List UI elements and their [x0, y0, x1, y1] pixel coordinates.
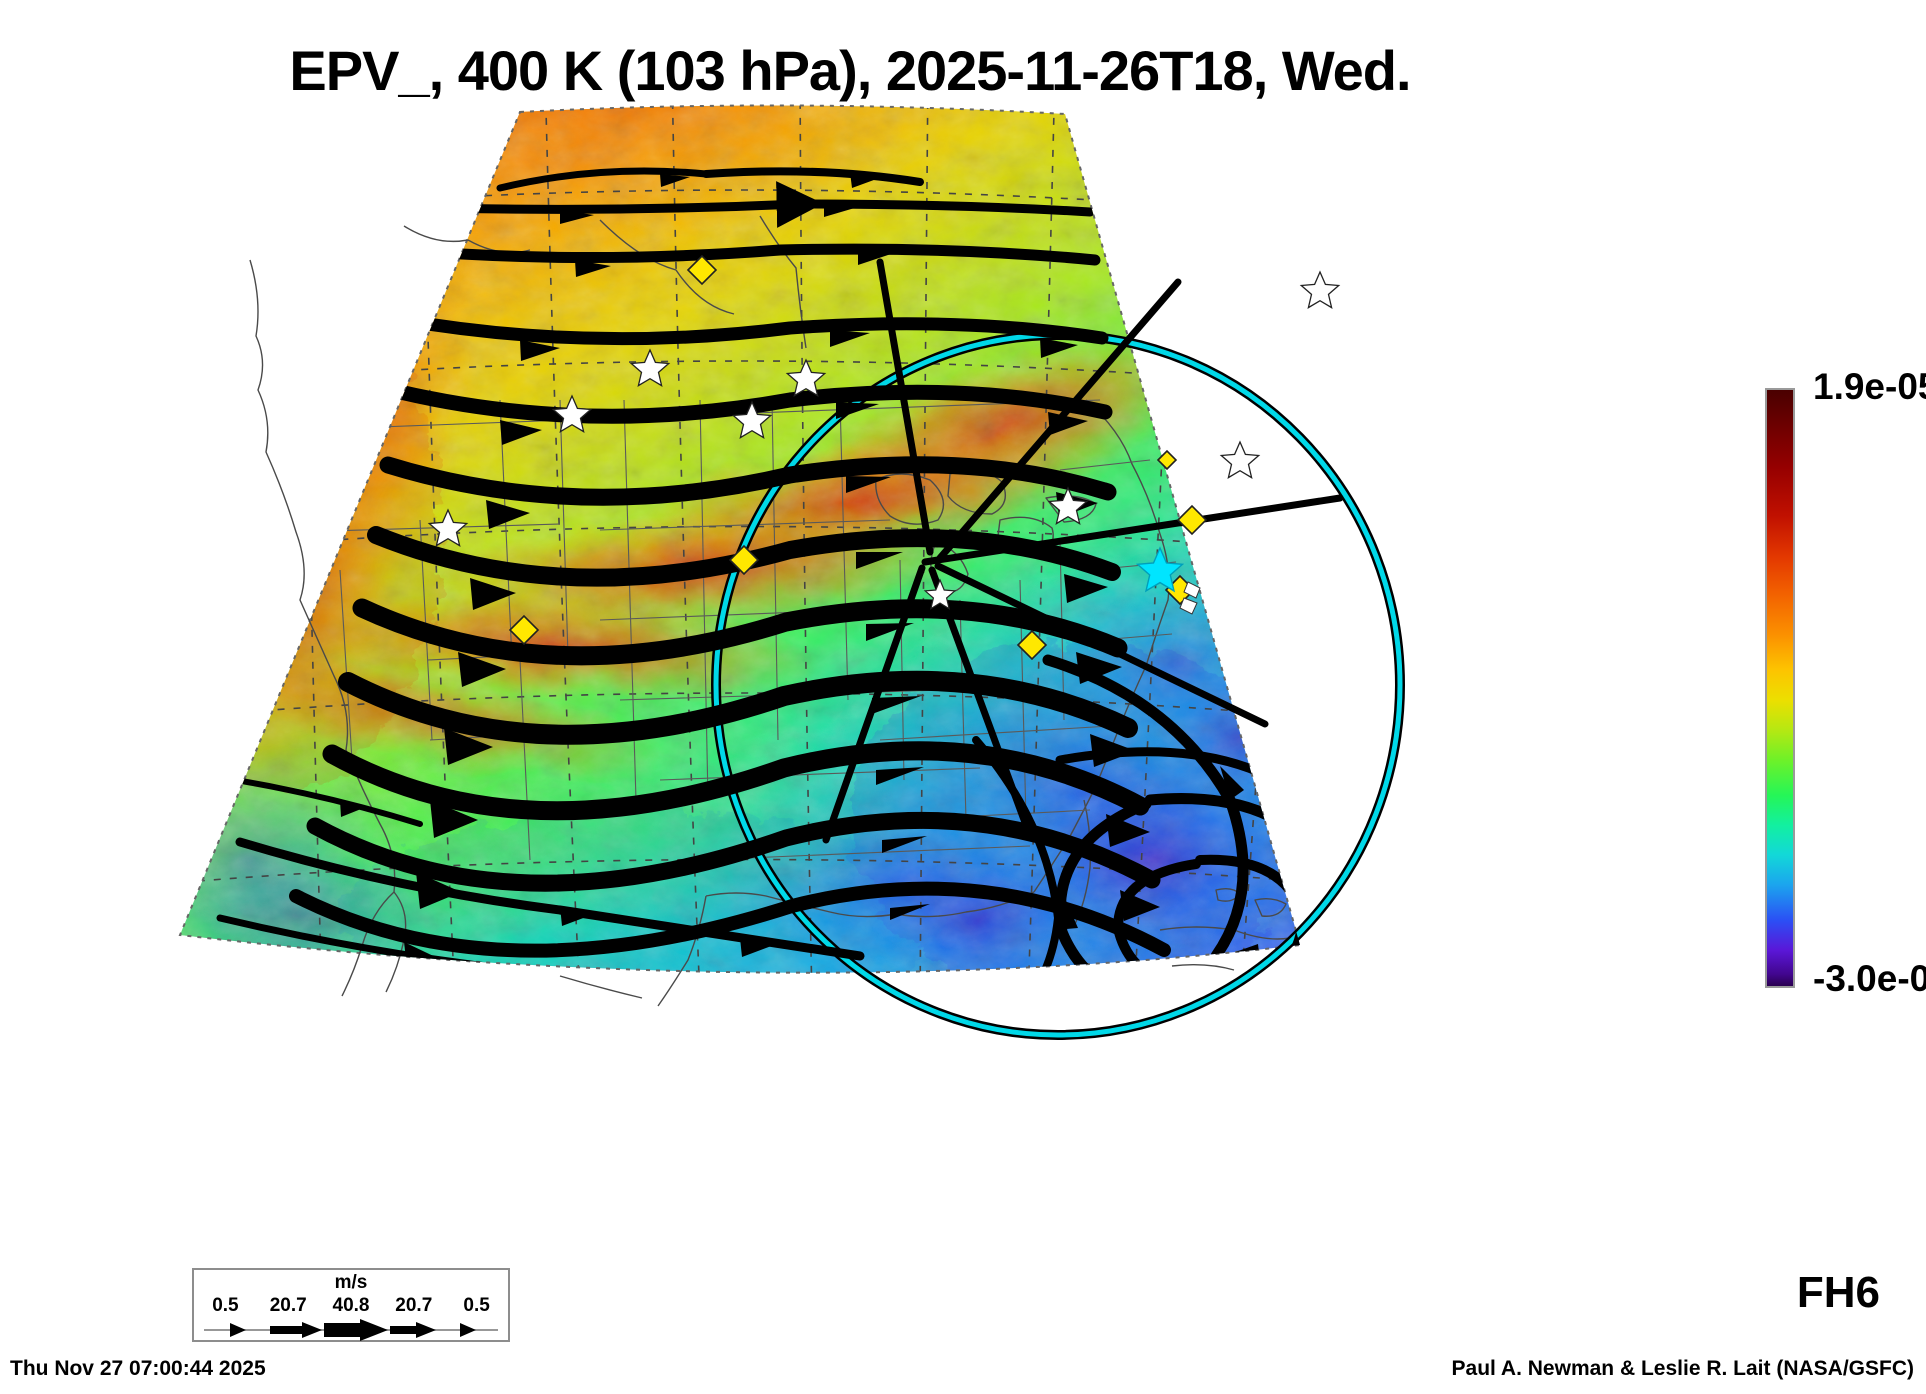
wind-legend-arrow-scale — [204, 1319, 498, 1341]
page-title: EPV_, 400 K (103 hPa), 2025-11-26T18, We… — [289, 39, 1411, 102]
forecast-hour-label: FH6 — [1796, 1268, 1880, 1317]
station-star[interactable] — [1299, 270, 1341, 309]
render-timestamp: Thu Nov 27 07:00:44 2025 — [10, 1357, 266, 1380]
wind-streamlines — [203, 167, 1300, 973]
site-diamond[interactable] — [686, 254, 718, 286]
station-star[interactable] — [923, 578, 957, 610]
flight-site-markers[interactable] — [508, 254, 1208, 661]
author-credit: Paul A. Newman & Leslie R. Lait (NASA/GS… — [1451, 1357, 1914, 1380]
map-domain-border — [178, 104, 1302, 974]
site-diamond[interactable] — [1016, 629, 1048, 661]
wind-tick-4: 0.5 — [463, 1295, 490, 1316]
map-panel[interactable] — [0, 100, 1700, 1220]
colorbar-max-label: 1.9e-05 — [1813, 366, 1926, 407]
station-star[interactable] — [427, 508, 469, 547]
colorbar[interactable]: 1.9e-05 -3.0e-06 — [1755, 366, 1926, 1000]
wind-speed-legend: m/s 0.5 20.7 40.8 20.7 0.5 — [192, 1268, 510, 1342]
ground-station-markers[interactable] — [427, 270, 1341, 610]
wind-tick-2: 40.8 — [332, 1295, 370, 1316]
station-star[interactable] — [785, 358, 827, 397]
wind-legend-units: m/s — [334, 1272, 368, 1293]
station-star[interactable] — [1219, 440, 1261, 479]
station-star[interactable] — [731, 400, 773, 439]
base-station-marker[interactable] — [1135, 546, 1185, 593]
station-star[interactable] — [629, 348, 671, 387]
wind-tick-1: 20.7 — [269, 1295, 307, 1316]
colorbar-min-label: -3.0e-06 — [1813, 958, 1926, 999]
site-diamond[interactable] — [728, 544, 760, 576]
station-star[interactable] — [551, 394, 593, 433]
colorbar-gradient[interactable] — [1765, 388, 1795, 988]
base-star-icon[interactable] — [1135, 546, 1185, 593]
site-diamond[interactable] — [508, 614, 540, 646]
wind-legend-ticks: 0.5 20.7 40.8 20.7 0.5 — [194, 1295, 508, 1317]
wind-tick-0: 0.5 — [212, 1295, 239, 1316]
wind-tick-3: 20.7 — [395, 1295, 433, 1316]
map-canvas[interactable] — [0, 100, 1700, 1220]
aircraft-markers[interactable] — [1179, 581, 1201, 615]
site-diamond-small[interactable] — [1156, 449, 1178, 471]
site-diamond[interactable] — [1176, 504, 1208, 536]
station-star[interactable] — [1047, 486, 1089, 525]
